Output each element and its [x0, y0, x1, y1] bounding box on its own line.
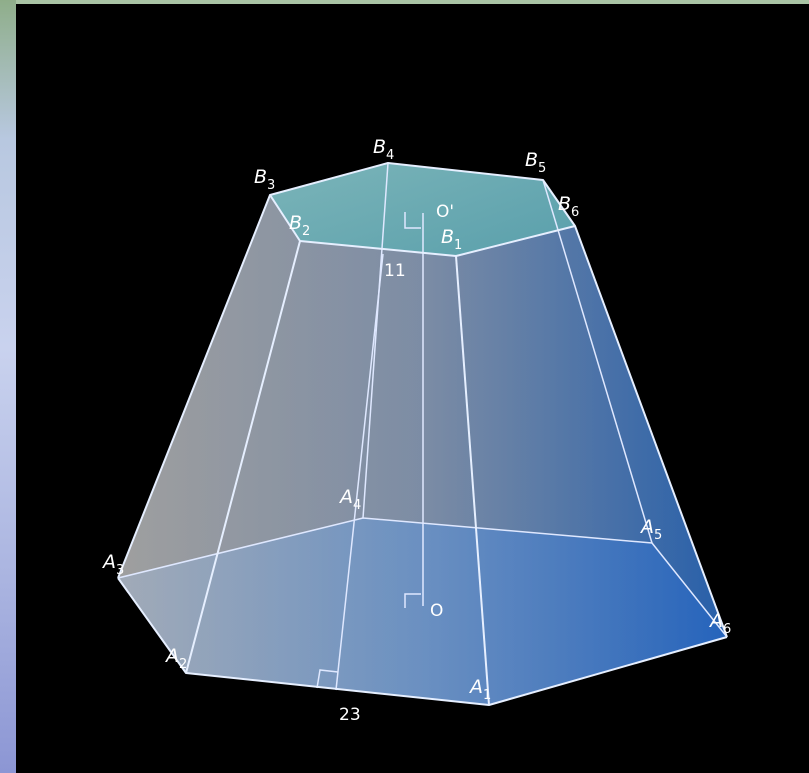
apothem-line	[335, 253, 384, 691]
bottom-back-edges	[117, 517, 728, 638]
label-a2: A2	[164, 645, 187, 672]
bottom-front-edges	[117, 577, 728, 706]
label-top-center: O'	[436, 202, 454, 222]
label-bottom-edge-length: 23	[339, 705, 361, 725]
label-b2: B2	[289, 212, 310, 239]
label-a4: A4	[338, 486, 361, 513]
label-b1: B1	[441, 226, 462, 253]
label-a5: A5	[639, 516, 662, 543]
label-b5: B5	[525, 149, 546, 176]
edge-a3-b3	[117, 194, 271, 579]
label-a1: A1	[468, 676, 491, 703]
label-b6: B6	[558, 193, 579, 220]
edge-a4-b4	[362, 162, 389, 519]
edge-a1-b1	[455, 255, 490, 706]
label-a3: A3	[101, 551, 124, 578]
edge-a6-b6	[574, 225, 728, 638]
right-angle-mark-apothem	[316, 669, 339, 689]
window-side-strip	[0, 0, 16, 773]
label-top-edge-length: 11	[384, 261, 406, 281]
label-b3: B3	[254, 166, 275, 193]
edge-a2-b2	[185, 240, 301, 674]
right-angle-mark-top	[404, 212, 421, 229]
label-b4: B4	[373, 136, 394, 163]
window-top-strip	[0, 0, 809, 4]
top-base-face	[270, 163, 575, 256]
label-bottom-center: O	[430, 601, 443, 621]
edge-a5-b5	[542, 179, 653, 544]
right-angle-mark-bottom	[404, 593, 421, 608]
label-a6: A6	[708, 610, 731, 637]
